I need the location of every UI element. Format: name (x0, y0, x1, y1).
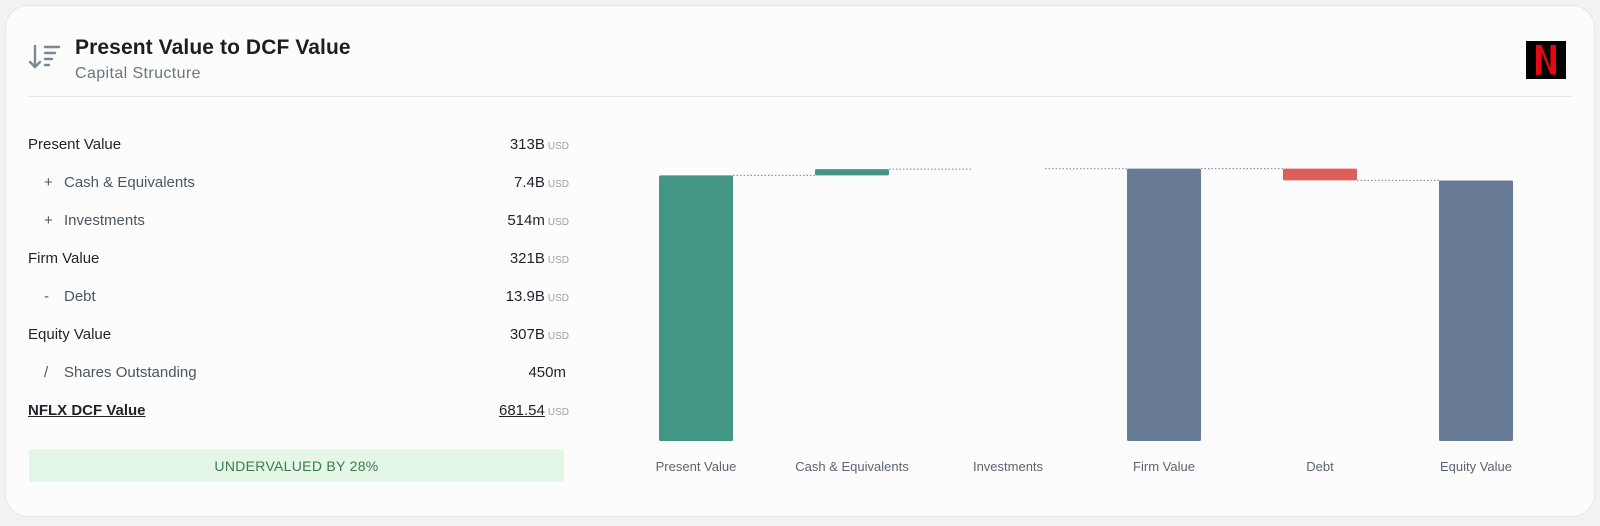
row-label: Equity Value (28, 326, 112, 343)
netflix-logo-mark (1536, 45, 1556, 75)
bar-present-value[interactable] (659, 175, 733, 441)
row-operator: + (44, 174, 53, 191)
row-value: 7.4B USD (514, 174, 569, 191)
x-tick-label: Present Value (656, 459, 737, 474)
dcf-card: Present Value to DCF Value Capital Struc… (6, 6, 1594, 516)
row-debt: - Debt 13.9B USD (28, 280, 569, 318)
row-label: Present Value (28, 136, 122, 153)
row-operator: + (44, 212, 53, 229)
row-value: 307B USD (509, 326, 569, 343)
row-operator: / (44, 364, 49, 381)
row-value: 13.9B USD (505, 288, 569, 305)
page-subtitle: Capital Structure (75, 65, 201, 82)
row-shares-outstanding: / Shares Outstanding 450m (28, 356, 569, 394)
card-header: Present Value to DCF Value Capital Struc… (28, 36, 1572, 96)
row-label: + Investments (44, 212, 145, 229)
bar-cash-equivalents[interactable] (815, 169, 889, 176)
row-equity-value: Equity Value 307B USD (28, 318, 569, 356)
row-operator: - (44, 288, 49, 305)
page-title: Present Value to DCF Value (75, 36, 351, 59)
x-tick-label: Equity Value (1440, 459, 1512, 474)
row-label: / Shares Outstanding (44, 364, 197, 381)
x-tick-label: Debt (1306, 459, 1334, 474)
valuation-status-badge: UNDERVALUED BY 28% (29, 449, 564, 482)
header-divider (28, 96, 1572, 97)
row-label: Firm Value (28, 250, 100, 267)
row-investments: + Investments 514m USD (28, 204, 569, 242)
row-label: - Debt (44, 288, 96, 305)
row-value: 321B USD (509, 250, 569, 267)
netflix-logo (1526, 41, 1566, 79)
row-present-value: Present Value 313B USD (28, 128, 569, 166)
row-cash-equivalents: + Cash & Equivalents 7.4B USD (28, 166, 569, 204)
bar-equity-value[interactable] (1439, 180, 1513, 442)
row-firm-value: Firm Value 321B USD (28, 242, 569, 280)
row-value: 681.54 USD (498, 402, 569, 419)
row-dcf-value: NFLX DCF Value 681.54 USD (28, 394, 569, 432)
row-value: 313B USD (509, 136, 569, 153)
row-value: 450m (528, 364, 566, 381)
x-tick-label: Cash & Equivalents (795, 459, 909, 474)
sort-descending-icon (28, 44, 61, 69)
waterfall-chart: Present Value Cash & Equivalents Investmen… (606, 136, 1566, 516)
row-value: 514m USD (507, 212, 569, 229)
valuation-table: Present Value 313B USD + Cash & Equivalent… (28, 128, 569, 432)
row-label: NFLX DCF Value (28, 402, 146, 419)
x-tick-label: Investments (973, 459, 1044, 474)
x-tick-label: Firm Value (1133, 459, 1195, 474)
waterfall-chart-svg: Present Value Cash & Equivalents Investmen… (656, 168, 1513, 474)
bar-firm-value[interactable] (1127, 168, 1201, 442)
row-label: + Cash & Equivalents (44, 174, 195, 191)
bar-debt[interactable] (1283, 168, 1357, 181)
